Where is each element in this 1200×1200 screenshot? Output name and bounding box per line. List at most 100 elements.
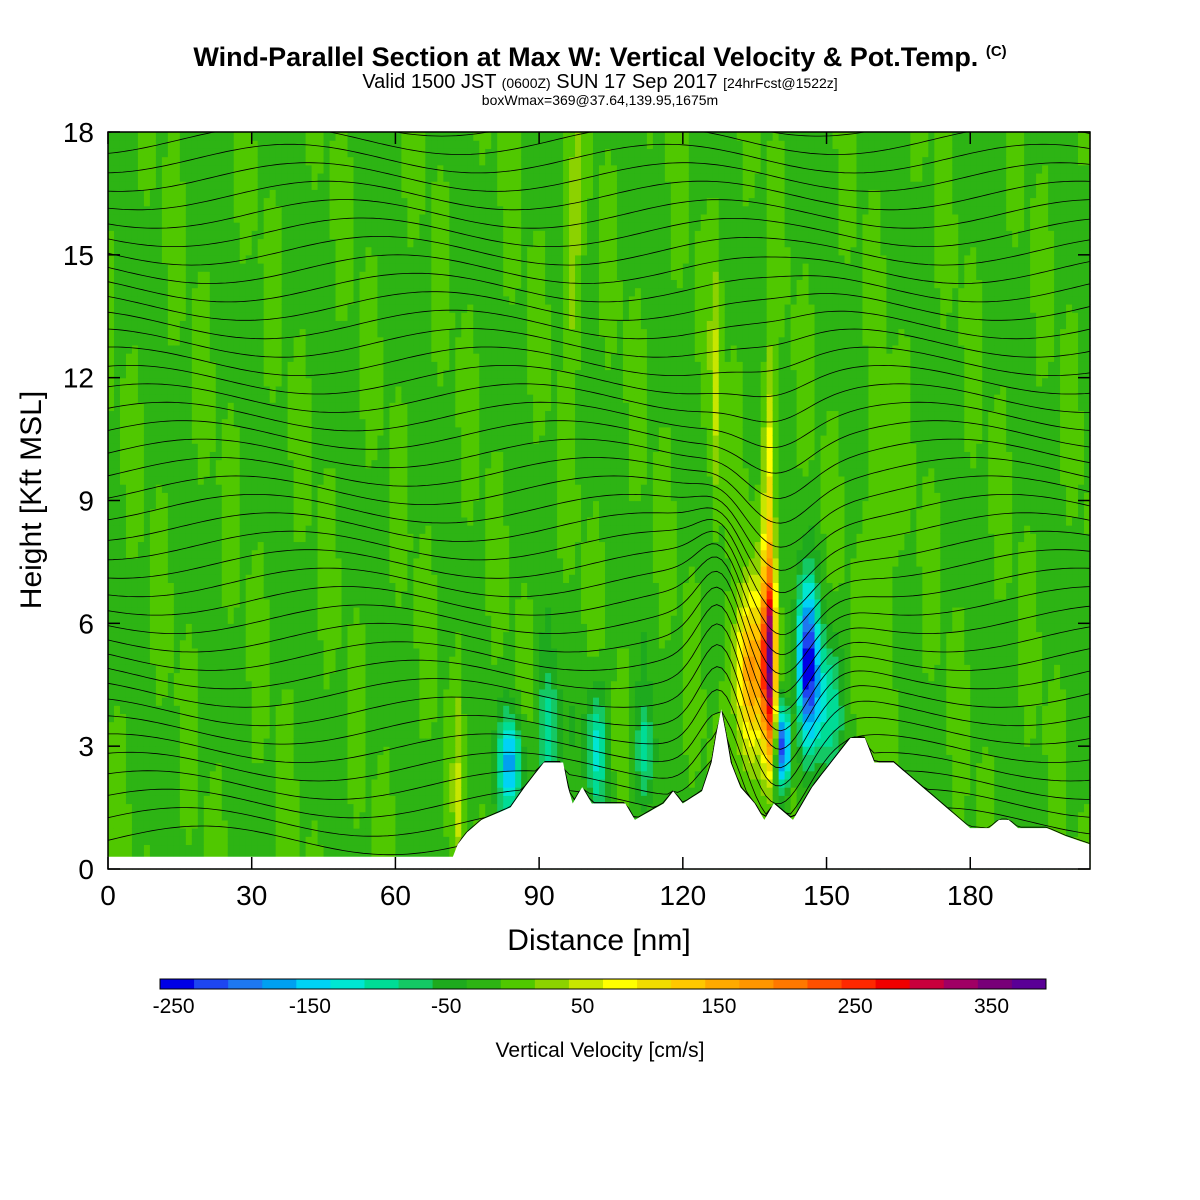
velocity-cell: [383, 230, 391, 240]
velocity-cell: [131, 574, 139, 583]
velocity-cell: [108, 205, 115, 215]
velocity-cell: [167, 385, 175, 395]
velocity-cell: [185, 492, 193, 502]
velocity-cell: [365, 533, 373, 543]
velocity-cell: [341, 271, 349, 280]
velocity-cell: [179, 303, 187, 313]
velocity-cell: [347, 328, 355, 338]
velocity-cell: [227, 361, 235, 371]
velocity-cell: [203, 639, 211, 649]
velocity-cell: [311, 303, 319, 313]
velocity-cell: [395, 467, 402, 477]
velocity-cell: [353, 246, 361, 256]
velocity-cell: [389, 385, 397, 395]
velocity-cell: [335, 516, 343, 526]
velocity-cell: [233, 746, 241, 755]
velocity-cell: [209, 344, 217, 354]
velocity-cell: [185, 533, 193, 543]
velocity-cell: [377, 475, 385, 485]
velocity-cell: [167, 729, 175, 739]
velocity-cell: [233, 279, 241, 289]
velocity-cell: [131, 566, 139, 575]
velocity-cell: [125, 279, 133, 289]
velocity-cell: [401, 639, 408, 649]
velocity-cell: [311, 459, 319, 469]
velocity-cell: [113, 132, 121, 141]
velocity-cell: [131, 746, 139, 755]
velocity-cell: [401, 688, 408, 698]
velocity-cell: [125, 557, 133, 567]
velocity-cell: [227, 631, 235, 641]
velocity-cell: [108, 516, 115, 526]
velocity-cell: [167, 353, 175, 362]
velocity-cell: [365, 451, 373, 461]
velocity-cell: [191, 189, 199, 199]
velocity-cell: [155, 574, 163, 583]
velocity-cell: [293, 377, 301, 387]
velocity-cell: [197, 746, 205, 755]
velocity-cell: [287, 222, 295, 231]
velocity-cell: [161, 344, 169, 354]
velocity-cell: [257, 263, 265, 272]
velocity-cell: [215, 164, 223, 174]
velocity-cell: [161, 574, 169, 583]
velocity-cell: [353, 410, 361, 420]
velocity-cell: [305, 746, 313, 755]
velocity-cell: [149, 402, 157, 412]
velocity-cell: [335, 828, 343, 837]
velocity-cell: [269, 394, 277, 403]
velocity-cell: [365, 303, 373, 313]
velocity-cell: [311, 336, 319, 346]
velocity-cell: [173, 680, 181, 690]
velocity-cell: [287, 705, 295, 715]
velocity-cell: [383, 615, 391, 624]
velocity-cell: [257, 181, 265, 190]
velocity-cell: [353, 631, 361, 641]
velocity-cell: [383, 336, 391, 346]
velocity-cell: [251, 402, 259, 412]
velocity-cell: [437, 656, 444, 665]
velocity-cell: [311, 287, 319, 297]
velocity-cell: [125, 574, 133, 583]
velocity-cell: [407, 795, 414, 805]
velocity-cell: [125, 664, 133, 674]
velocity-cell: [407, 803, 414, 813]
velocity-cell: [137, 156, 145, 166]
velocity-cell: [119, 754, 127, 764]
velocity-cell: [395, 582, 402, 592]
velocity-cell: [377, 688, 385, 698]
velocity-cell: [203, 361, 211, 371]
velocity-cell: [407, 754, 414, 764]
velocity-cell: [341, 615, 349, 624]
velocity-cell: [407, 189, 414, 199]
velocity-cell: [395, 541, 402, 551]
velocity-cell: [131, 336, 139, 346]
velocity-cell: [347, 410, 355, 420]
velocity-cell: [197, 205, 205, 215]
velocity-cell: [251, 787, 259, 796]
velocity-cell: [209, 688, 217, 698]
velocity-cell: [281, 787, 289, 796]
velocity-cell: [389, 705, 397, 715]
velocity-cell: [113, 205, 121, 215]
velocity-cell: [323, 320, 331, 330]
velocity-cell: [233, 287, 241, 297]
velocity-cell: [389, 328, 397, 338]
velocity-cell: [275, 541, 283, 551]
velocity-cell: [341, 836, 349, 846]
velocity-cell: [263, 713, 271, 723]
velocity-cell: [347, 263, 355, 272]
velocity-cell: [281, 672, 289, 682]
velocity-cell: [359, 344, 367, 354]
velocity-cell: [251, 164, 259, 174]
velocity-cell: [371, 230, 379, 240]
velocity-cell: [281, 721, 289, 731]
velocity-cell: [137, 344, 145, 354]
velocity-cell: [413, 320, 420, 330]
velocity-cell: [389, 508, 397, 518]
velocity-cell: [185, 418, 193, 428]
velocity-cell: [425, 336, 432, 346]
velocity-cell: [221, 197, 229, 207]
velocity-cell: [227, 148, 235, 158]
velocity-cell: [305, 459, 313, 469]
